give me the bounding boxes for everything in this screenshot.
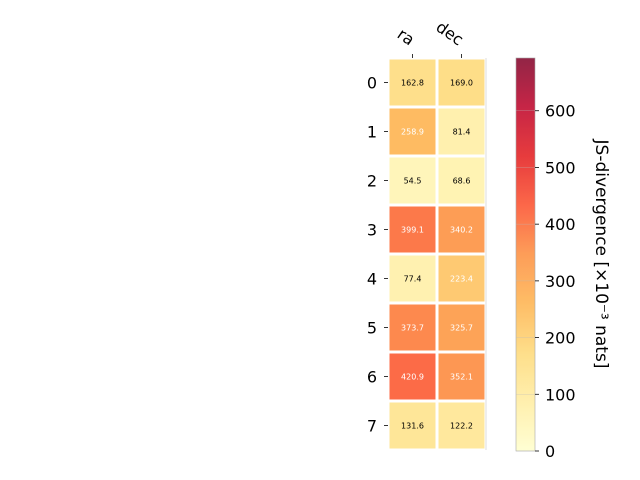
cell-value-label: 399.1 [401,226,424,235]
cell-value-label: 223.4 [450,275,473,284]
heatmap-cell [438,402,485,449]
cell-value-label: 420.9 [401,373,424,382]
cell-value-label: 373.7 [401,324,424,333]
heatmap-cell [389,206,436,253]
cell-value-label: 340.2 [450,226,473,235]
colorbar-tick-label: 100 [545,385,576,404]
row-tick-label: 3 [367,221,377,240]
cell-value-label: 122.2 [450,422,473,431]
column-tick-label: dec [433,17,467,49]
heatmap-cell [438,304,485,351]
cell-value-label: 325.7 [450,324,473,333]
colorbar: 0 100 200 300 400 500 600 JS-divergence [×10⁻³… [515,57,611,461]
heatmap-cell [389,157,436,204]
row-tick-label: 5 [367,319,377,338]
row-tick-labels: 0 1 2 3 4 5 6 7 [367,74,388,436]
heatmap-cell [438,59,485,106]
colorbar-tick-label: 400 [545,215,576,234]
colorbar-label: JS-divergence [×10⁻³ nats] [591,139,611,369]
heatmap-cell [438,157,485,204]
colorbar-tick-label: 300 [545,272,576,291]
row-tick-label: 1 [367,123,377,142]
cell-value-label: 81.4 [453,128,471,137]
heatmap-cell [438,108,485,155]
heatmap-cell [438,255,485,302]
colorbar-tick-label: 500 [545,158,576,177]
cell-value-label: 131.6 [401,422,424,431]
cell-value-label: 169.0 [450,79,473,88]
heatmap-cell [438,353,485,400]
heatmap-cell [389,255,436,302]
heatmap-cell [389,402,436,449]
heatmap-cell [389,108,436,155]
colorbar-tick-label: 600 [545,102,576,121]
column-tick-labels: ra dec [394,17,467,58]
colorbar-tick-label: 0 [545,442,555,461]
row-tick-label: 6 [367,368,377,387]
row-tick-label: 0 [367,74,377,93]
heatmap-cell [438,206,485,253]
cell-value-label: 68.6 [453,177,471,186]
cell-value-label: 54.5 [404,177,422,186]
cell-value-label: 352.1 [450,373,473,382]
row-tick-label: 2 [367,172,377,191]
cell-value-label: 77.4 [404,275,422,284]
heatmap-cell [389,353,436,400]
cell-value-label: 258.9 [401,128,424,137]
row-tick-label: 4 [367,270,377,289]
colorbar-gradient [515,57,536,452]
colorbar-tick-label: 200 [545,329,576,348]
column-tick-label: ra [394,24,418,49]
row-tick-label: 7 [367,417,377,436]
heatmap-cell [389,304,436,351]
heatmap-cell [389,59,436,106]
heatmap-cells: 162.8 169.0 258.9 81.4 54.5 68.6 399.1 340.2 77.… [389,58,487,450]
colorbar-ticks: 0 100 200 300 400 500 600 [516,102,576,461]
cell-value-label: 162.8 [401,79,424,88]
